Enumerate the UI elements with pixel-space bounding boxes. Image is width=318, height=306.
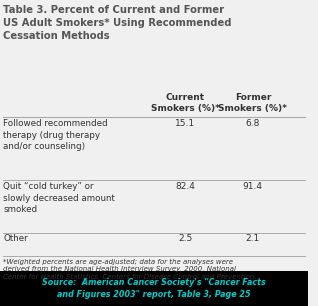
Text: Former
Smokers (%)*: Former Smokers (%)* xyxy=(218,93,287,114)
FancyBboxPatch shape xyxy=(0,271,308,306)
Text: Source:  American Cancer Society's "Cancer Facts
and Figures 2003" report, Table: Source: American Cancer Society's "Cance… xyxy=(42,278,266,299)
Text: 82.4: 82.4 xyxy=(175,182,195,191)
Text: 2.1: 2.1 xyxy=(246,234,260,243)
Text: 15.1: 15.1 xyxy=(175,119,195,128)
Text: Table 3. Percent of Current and Former
US Adult Smokers* Using Recommended
Cessa: Table 3. Percent of Current and Former U… xyxy=(3,5,232,41)
Text: Current
Smokers (%)*: Current Smokers (%)* xyxy=(151,93,219,114)
Text: 6.8: 6.8 xyxy=(246,119,260,128)
Text: Other: Other xyxy=(3,234,28,243)
Text: *Weighted percents are age-adjusted; data for the analyses were
derived from the: *Weighted percents are age-adjusted; dat… xyxy=(3,259,257,280)
Text: 91.4: 91.4 xyxy=(243,182,263,191)
Text: Followed recommended
therapy (drug therapy
and/or counseling): Followed recommended therapy (drug thera… xyxy=(3,119,108,151)
Text: Quit “cold turkey” or
slowly decreased amount
smoked: Quit “cold turkey” or slowly decreased a… xyxy=(3,182,115,214)
Text: 2.5: 2.5 xyxy=(178,234,192,243)
